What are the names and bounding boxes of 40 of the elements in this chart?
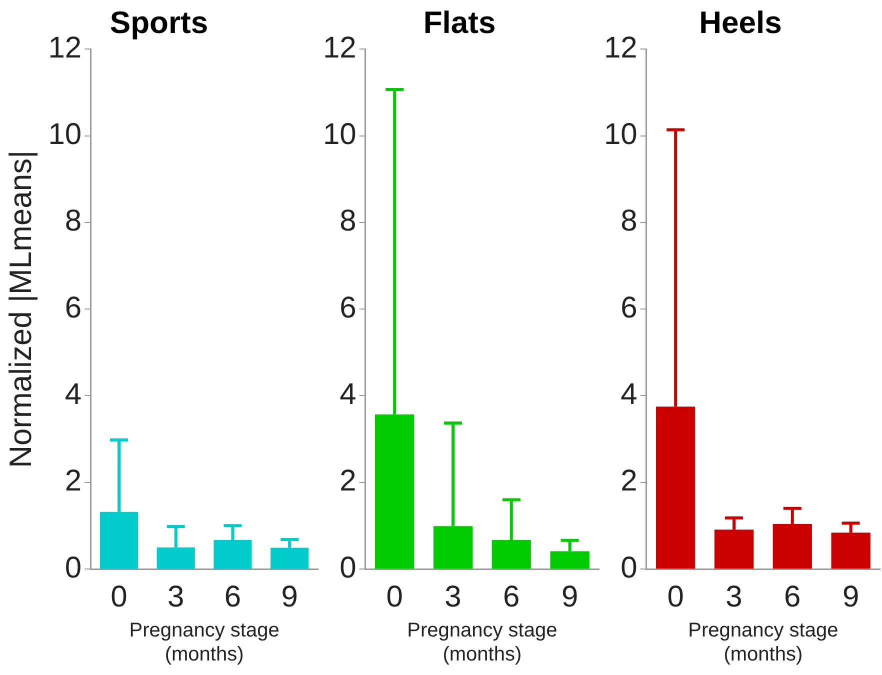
x-tick-label: 6 xyxy=(503,580,520,614)
y-tick-label: 8 xyxy=(64,204,82,238)
y-tick-label: 2 xyxy=(340,464,356,498)
x-axis-title: Pregnancy stage (months) xyxy=(129,620,280,666)
y-tick-label: 6 xyxy=(64,291,82,324)
y-tick-label: 0 xyxy=(64,551,82,584)
x-axis-title: Pregnancy stage (months) xyxy=(688,620,838,666)
x-tick-label: 0 xyxy=(386,580,403,614)
x-tick-label: 9 xyxy=(281,580,298,614)
y-tick-label: 10 xyxy=(48,118,82,152)
y-tick-label: 2 xyxy=(64,464,82,498)
y-tick-label: 8 xyxy=(340,204,356,238)
x-tick-label: 3 xyxy=(168,580,184,614)
y-tick-label: 0 xyxy=(620,551,638,584)
x-tick-label: 3 xyxy=(726,580,742,614)
y-tick-label: 8 xyxy=(620,204,638,238)
y-tick-label: 12 xyxy=(322,31,356,64)
y-tick-label: 4 xyxy=(620,378,638,411)
x-axis-title: Pregnancy stage (months) xyxy=(407,620,558,666)
y-tick-label: 10 xyxy=(604,118,638,152)
chart-title: Flats xyxy=(423,5,496,40)
chart-title: Sports xyxy=(110,5,208,40)
y-tick-label: 6 xyxy=(340,291,356,324)
y-tick-label: 12 xyxy=(604,31,638,64)
x-tick-label: 9 xyxy=(842,580,860,614)
y-tick-label: 4 xyxy=(340,378,356,411)
y-tick-label: 12 xyxy=(48,31,82,64)
x-tick-label: 3 xyxy=(444,580,462,614)
y-axis-title: Normalized |MLmeans| xyxy=(3,150,38,468)
x-tick-label: 9 xyxy=(561,580,578,614)
x-tick-label: 0 xyxy=(110,580,128,614)
x-tick-label: 6 xyxy=(784,580,801,614)
x-tick-label: 0 xyxy=(667,580,684,614)
x-tick-label: 6 xyxy=(224,580,242,614)
chart-title: Heels xyxy=(699,5,782,40)
y-tick-label: 10 xyxy=(322,118,356,152)
y-tick-label: 0 xyxy=(340,551,356,584)
y-tick-label: 2 xyxy=(620,464,638,498)
y-tick-label: 6 xyxy=(620,291,638,324)
y-tick-label: 4 xyxy=(64,378,82,411)
